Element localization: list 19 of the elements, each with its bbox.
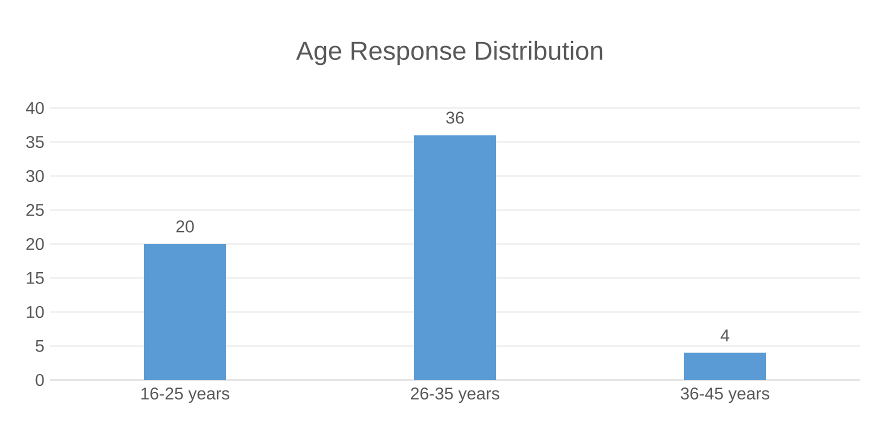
y-tick-label: 0 [36, 374, 44, 386]
y-tick-label: 40 [26, 102, 44, 114]
y-tick-label: 20 [26, 238, 44, 250]
y-tick-label: 10 [26, 306, 44, 318]
data-label: 4 [720, 330, 730, 342]
y-tick-label: 35 [26, 136, 44, 148]
x-tick-label: 26-35 years [410, 388, 500, 403]
y-tick-label: 5 [36, 340, 44, 352]
x-tick-label: 36-45 years [680, 388, 770, 403]
bar [414, 135, 496, 380]
data-label: 36 [446, 112, 464, 124]
bar [144, 244, 226, 380]
y-tick-label: 30 [26, 170, 44, 182]
y-tick-label: 25 [26, 204, 44, 216]
y-tick-label: 15 [26, 272, 44, 284]
x-tick-label: 16-25 years [141, 388, 230, 403]
data-label: 20 [176, 220, 194, 232]
bar [684, 352, 766, 380]
chart-title: Age Response Distribution [296, 40, 602, 66]
